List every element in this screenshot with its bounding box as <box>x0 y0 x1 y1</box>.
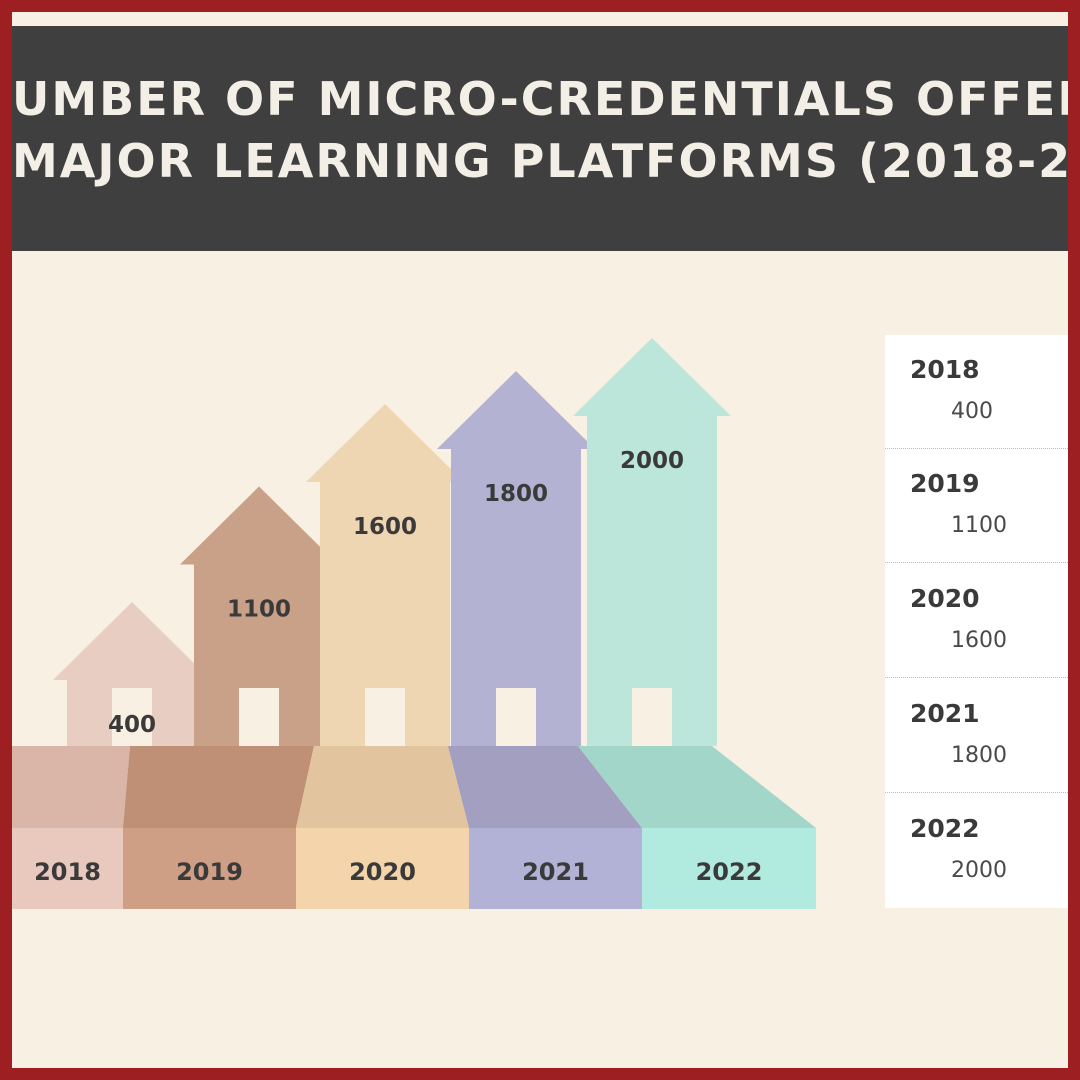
road-front-2019 <box>123 828 296 909</box>
data-label: 2000 <box>620 448 684 474</box>
legend-year: 2022 <box>910 814 980 843</box>
legend-year: 2020 <box>910 584 980 613</box>
legend-year: 2019 <box>910 469 980 498</box>
x-tick-label: 2019 <box>176 858 243 886</box>
x-tick-label: 2020 <box>349 858 416 886</box>
data-label: 1600 <box>353 514 417 540</box>
infographic-frame: UMBER OF MICRO-CREDENTIALS OFFER MAJOR L… <box>12 12 1068 1068</box>
title-line-2: MAJOR LEARNING PLATFORMS (2018-20 <box>12 134 1068 188</box>
house-door <box>365 688 405 746</box>
legend-value: 400 <box>951 399 993 424</box>
road-front-2020 <box>296 828 469 909</box>
x-tick-label: 2021 <box>522 858 589 886</box>
title-banner: UMBER OF MICRO-CREDENTIALS OFFER MAJOR L… <box>12 26 1068 251</box>
legend-value: 1600 <box>951 628 1007 653</box>
legend-row-2019: 2019 1100 <box>885 449 1068 563</box>
data-label: 1100 <box>227 597 291 623</box>
legend-row-2021: 2021 1800 <box>885 679 1068 793</box>
data-label: 400 <box>108 712 156 738</box>
legend-row-2018: 2018 400 <box>885 335 1068 449</box>
x-tick-label: 2018 <box>34 858 101 886</box>
house-door <box>112 688 152 746</box>
data-label: 1800 <box>484 481 548 507</box>
legend-value: 2000 <box>951 858 1007 883</box>
legend-row-2020: 2020 1600 <box>885 564 1068 678</box>
road-top-2021 <box>448 746 642 828</box>
legend-year: 2018 <box>910 355 980 384</box>
bar-house-roof <box>573 338 731 416</box>
legend-value: 1800 <box>951 743 1007 768</box>
house-door <box>239 688 279 746</box>
road-front-2018 <box>12 828 123 909</box>
legend-value: 1100 <box>951 513 1007 538</box>
road-front-2022 <box>642 828 816 909</box>
bar-house-roof <box>306 404 464 482</box>
road-top-2022 <box>578 746 816 828</box>
x-tick-label: 2022 <box>696 858 763 886</box>
title-line-1: UMBER OF MICRO-CREDENTIALS OFFER <box>12 72 1068 126</box>
house-bar-chart: 2018 2019 2020 2021 2022 400 1100 1600 1800 2000 <box>12 338 816 909</box>
road-top-2020 <box>296 746 469 828</box>
legend-row-2022: 2022 2000 <box>885 794 1068 908</box>
house-door <box>496 688 536 746</box>
bar-house-roof <box>53 602 211 680</box>
bar-house-roof <box>437 371 595 449</box>
house-door <box>632 688 672 746</box>
road-front-2021 <box>469 828 642 909</box>
legend-year: 2021 <box>910 699 980 728</box>
road-top-2019 <box>123 746 314 828</box>
road-top-2018 <box>12 746 130 828</box>
legend-panel: 2018 400 2019 1100 2020 1600 2021 1800 2… <box>885 335 1068 908</box>
bar-house-roof <box>180 486 338 565</box>
